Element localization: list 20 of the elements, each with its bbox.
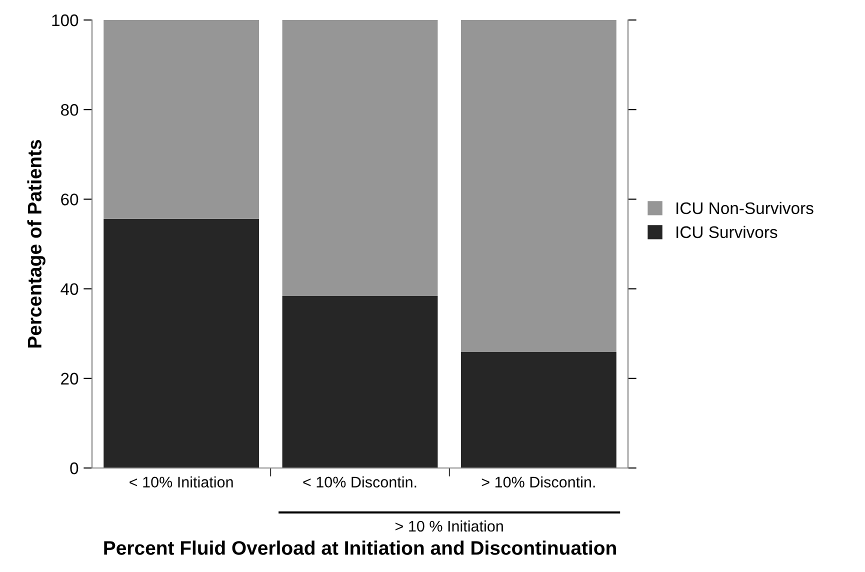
bar [282, 296, 438, 468]
y-tick-label: 60 [61, 194, 78, 206]
legend-label: ICU Non-Survivors [676, 202, 814, 214]
y-tick-label: 20 [61, 372, 78, 385]
y-tick-label: 0 [70, 462, 78, 474]
y-axis-title: Percentage of Patients [27, 140, 46, 348]
legend-label: ICU Survivors [676, 226, 778, 238]
bar [282, 20, 438, 296]
y-tick-label: 40 [60, 283, 78, 296]
text: > 10 % Initiation [396, 520, 503, 532]
x-axis-title: Percent Fluid Overload at Initiation and Discontinuation [104, 540, 616, 555]
bar [460, 20, 616, 352]
x-tick-label: < 10% Discontin. [303, 476, 416, 488]
x-tick-label: < 10% Initiation [130, 476, 233, 488]
y-tick-label: 100 [52, 14, 78, 26]
y-tick-label: 80 [60, 104, 78, 116]
bar [104, 218, 260, 468]
bar [460, 352, 616, 468]
bar [104, 20, 260, 219]
x-tick-label: > 10% Discontin. [482, 476, 595, 488]
